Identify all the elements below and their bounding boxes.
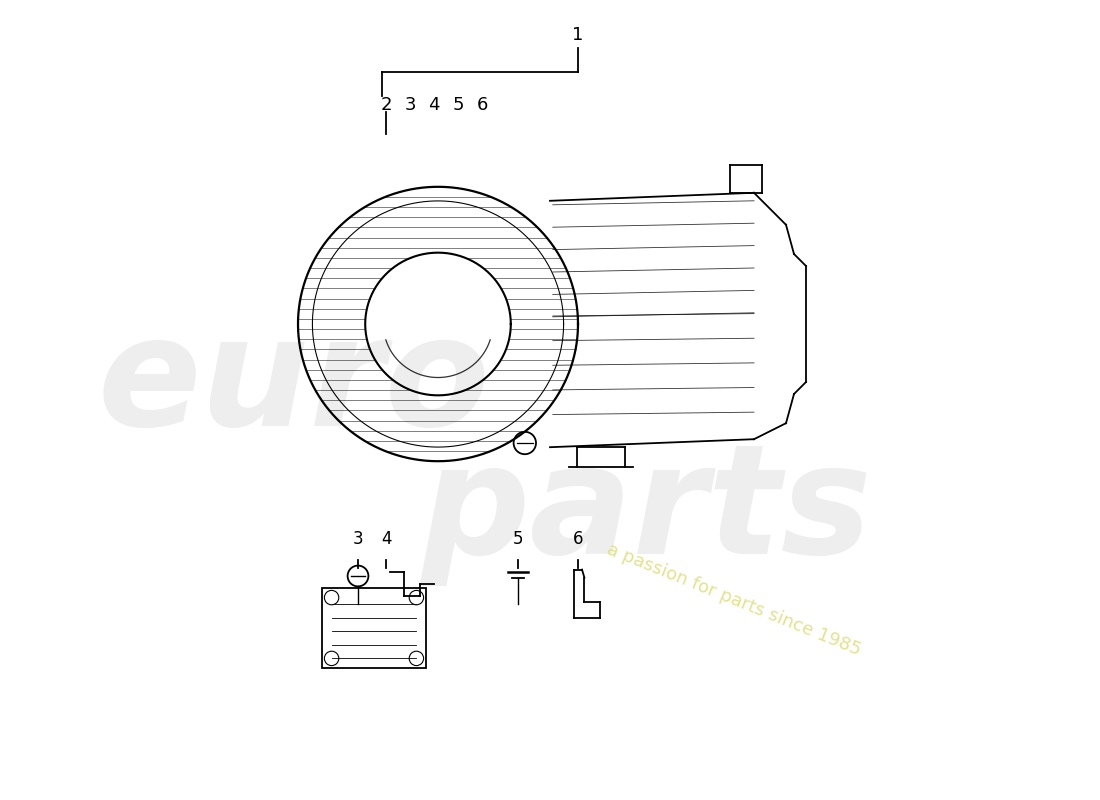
Text: 5: 5 bbox=[513, 530, 524, 548]
Bar bbox=[322, 588, 426, 668]
Text: 4: 4 bbox=[381, 530, 392, 548]
Text: a passion for parts since 1985: a passion for parts since 1985 bbox=[604, 541, 864, 659]
Text: 5: 5 bbox=[452, 96, 464, 114]
Text: 2: 2 bbox=[381, 96, 392, 114]
Text: 3: 3 bbox=[353, 530, 363, 548]
Text: euro: euro bbox=[98, 310, 491, 458]
Text: 6: 6 bbox=[476, 96, 487, 114]
Text: 4: 4 bbox=[428, 96, 440, 114]
Text: parts: parts bbox=[420, 438, 872, 586]
Text: 6: 6 bbox=[573, 530, 583, 548]
Text: 1: 1 bbox=[572, 26, 584, 44]
Text: 3: 3 bbox=[405, 96, 416, 114]
